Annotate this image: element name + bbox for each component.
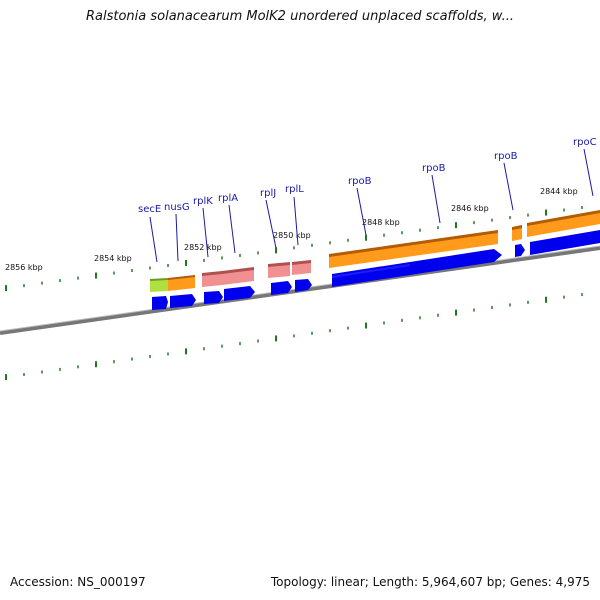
cds-arrow-rplK[interactable] [204, 291, 223, 304]
gene-label-rpoB-2[interactable]: rpoB [422, 163, 446, 174]
cds-arrow-rplL[interactable] [295, 279, 312, 292]
leader-rplK [202, 207, 209, 258]
gene-bar-rplA-top [222, 267, 254, 274]
gene-bar-rplL[interactable] [292, 262, 311, 275]
gene-label-nusG[interactable]: nusG [164, 202, 190, 213]
cds-features [152, 230, 600, 310]
map-title: Ralstonia solanacearum MolK2 unordered u… [85, 9, 514, 24]
accession-text: Accession: NS_000197 [10, 575, 146, 589]
cds-arrow-rpoC[interactable] [530, 230, 600, 255]
gene-bar-rpoB-1[interactable] [329, 232, 498, 268]
gene-label-secE[interactable]: secE [138, 204, 161, 215]
kbp-label-2856: 2856 kbp [5, 263, 43, 272]
leader-rplJ [265, 199, 277, 249]
gene-label-rplL[interactable]: rplL [285, 184, 304, 195]
kbp-label-2846: 2846 kbp [451, 204, 489, 213]
cds-arrow-rplJ[interactable] [271, 281, 292, 295]
lower-scale-ticks [5, 293, 583, 381]
leader-rpoB-3 [503, 162, 514, 211]
gene-label-leaders [149, 148, 594, 263]
gene-label-rpoB-3[interactable]: rpoB [494, 151, 518, 162]
kbp-label-2850: 2850 kbp [273, 231, 311, 240]
gene-bar-rpoC[interactable] [527, 212, 600, 237]
kbp-label-2848: 2848 kbp [362, 218, 400, 227]
gene-bar-rplK-top [202, 271, 222, 276]
kbp-labels: 2856 kbp 2854 kbp 2852 kbp 2850 kbp 2848… [5, 187, 578, 272]
gene-label-rplJ[interactable]: rplJ [260, 188, 276, 199]
kbp-label-2844: 2844 kbp [540, 187, 578, 196]
kbp-label-2852: 2852 kbp [184, 243, 222, 252]
cds-arrow-secE[interactable] [152, 296, 168, 310]
cds-arrow-nusG[interactable] [170, 294, 196, 308]
gene-bar-rpoB-2-top [512, 225, 522, 230]
gene-label-rpoB-1[interactable]: rpoB [348, 176, 372, 187]
leader-nusG [175, 213, 179, 262]
gene-bar-rpoB-2[interactable] [512, 227, 522, 241]
sequence-summary-text: Topology: linear; Length: 5,964,607 bp; … [270, 575, 590, 589]
gene-bar-nusG[interactable] [168, 276, 195, 291]
leader-rplL [293, 196, 299, 246]
gene-bar-secE[interactable] [150, 279, 168, 292]
gene-label-rplK[interactable]: rplK [193, 196, 213, 207]
leader-rplA [228, 204, 236, 254]
gene-features [150, 210, 600, 292]
kbp-label-2854: 2854 kbp [94, 254, 132, 263]
gene-labels: secE nusG rplK rplA rplJ rplL rpoB rpoB … [138, 137, 597, 215]
gene-bar-secE-top [150, 278, 168, 281]
leader-secE [149, 216, 158, 263]
cds-arrow-rplA[interactable] [224, 286, 255, 301]
gene-bar-nusG-top [168, 275, 195, 280]
leader-rpoB-1 [356, 187, 367, 236]
cds-arrow-rpoB-1[interactable] [332, 249, 502, 287]
upper-scale-ticks [5, 206, 583, 292]
gene-label-rpoC[interactable]: rpoC [573, 137, 597, 148]
leader-rpoC [583, 148, 594, 197]
gene-bar-rpoC-top [527, 210, 600, 226]
gene-bar-rpoB-1-top [329, 230, 498, 257]
gene-bar-rplK[interactable] [202, 273, 222, 287]
cds-arrow-rpoB-1-shade [332, 264, 410, 278]
gene-bar-rplJ[interactable] [268, 264, 290, 278]
gene-bar-rplJ-top [268, 262, 290, 267]
cds-arrow-rpoB-2[interactable] [515, 244, 525, 257]
gene-label-rplA[interactable]: rplA [218, 193, 238, 204]
leader-rpoB-2 [431, 174, 441, 224]
gene-bar-rplL-top [292, 260, 311, 265]
